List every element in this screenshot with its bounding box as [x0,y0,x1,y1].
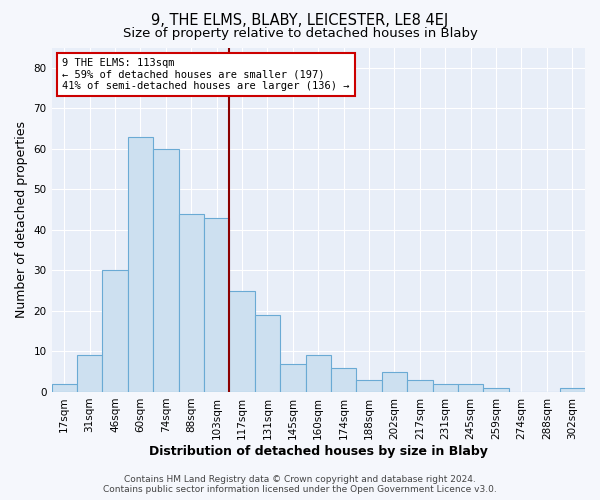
Bar [356,380,382,392]
Bar [280,364,305,392]
Text: Contains public sector information licensed under the Open Government Licence v3: Contains public sector information licen… [103,485,497,494]
Bar [305,356,331,392]
Bar [77,356,103,392]
Bar [382,372,407,392]
Bar [204,218,229,392]
Bar [153,149,179,392]
Y-axis label: Number of detached properties: Number of detached properties [15,121,28,318]
Bar [103,270,128,392]
Bar [407,380,433,392]
Bar [560,388,585,392]
Text: 9 THE ELMS: 113sqm
← 59% of detached houses are smaller (197)
41% of semi-detach: 9 THE ELMS: 113sqm ← 59% of detached hou… [62,58,350,91]
Bar [458,384,484,392]
Bar [179,214,204,392]
Text: Size of property relative to detached houses in Blaby: Size of property relative to detached ho… [122,28,478,40]
Bar [52,384,77,392]
Bar [229,290,255,392]
Bar [255,315,280,392]
Bar [484,388,509,392]
Text: 9, THE ELMS, BLABY, LEICESTER, LE8 4EJ: 9, THE ELMS, BLABY, LEICESTER, LE8 4EJ [151,12,449,28]
Bar [128,136,153,392]
X-axis label: Distribution of detached houses by size in Blaby: Distribution of detached houses by size … [149,444,488,458]
Bar [433,384,458,392]
Bar [331,368,356,392]
Text: Contains HM Land Registry data © Crown copyright and database right 2024.: Contains HM Land Registry data © Crown c… [124,475,476,484]
